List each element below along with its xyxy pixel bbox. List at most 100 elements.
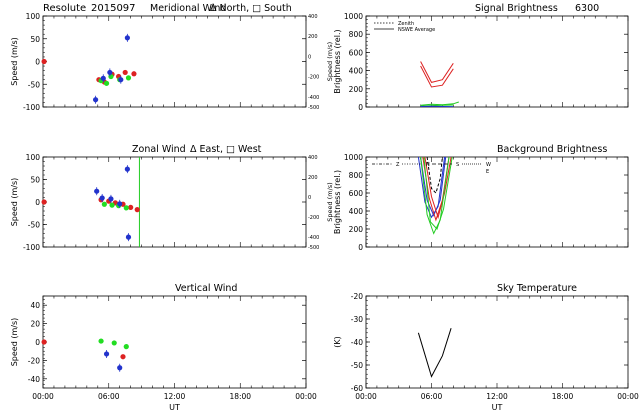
data-point <box>131 71 137 77</box>
data-point <box>123 344 129 350</box>
plot-title: Zonal Wind <box>132 144 186 155</box>
y-tick-label: -40 <box>351 338 363 347</box>
x-axis-label: UT <box>492 403 503 412</box>
series-line <box>420 65 454 88</box>
data-point <box>41 58 47 65</box>
y-tick-label: 50 <box>30 35 40 44</box>
plot-frame <box>42 156 307 248</box>
y-axis-label: Speed (m/s) <box>10 318 19 367</box>
y-tick-label: 800 <box>349 171 364 180</box>
y-tick-label: -100 <box>23 103 40 112</box>
plot-title: Meridional Wind <box>150 3 226 14</box>
y-right-tick-label: 400 <box>308 155 318 161</box>
legend-entry: Zenith <box>398 21 414 27</box>
x-tick-label: 00:00 <box>617 392 639 401</box>
y-right-tick-label: -400 <box>308 95 319 101</box>
legend-entry: N <box>426 162 430 168</box>
y-tick-label: 800 <box>349 30 364 39</box>
x-tick-label: 00:00 <box>355 392 377 401</box>
date-label: 2015097 <box>91 3 136 14</box>
x-tick-label: 18:00 <box>552 392 574 401</box>
y-tick-label: 400 <box>349 67 364 76</box>
x-tick-label: 06:00 <box>98 392 120 401</box>
panel-skytemp: Sky Temperature -60 -50 -40 -30 -20 00:00 06:00… <box>333 283 639 412</box>
panel-background: Background Brightness 0 200 400 600 800 1000Br… <box>333 144 629 252</box>
series-line <box>423 157 453 230</box>
data-point <box>98 338 104 344</box>
legend-entry: E <box>486 169 489 175</box>
panel-signal: Signal Brightness 6300 0 200 400 600 800 1000Br… <box>333 3 629 112</box>
y-tick-label: 400 <box>349 207 364 216</box>
series-line <box>417 328 452 378</box>
panel-zonal: Zonal Wind Δ East, □ West-100-50050100-50… <box>10 144 334 252</box>
data-point <box>134 207 140 213</box>
y-tick-label: 200 <box>349 85 364 94</box>
y-tick-label: 0 <box>35 338 40 347</box>
plot-title: Signal Brightness <box>475 3 558 14</box>
data-point <box>111 340 117 346</box>
series-line <box>420 157 450 235</box>
y-tick-label: 50 <box>30 176 40 185</box>
y-axis-label: (K) <box>333 336 342 348</box>
y-right-tick-label: 200 <box>308 34 318 40</box>
site-label: Resolute <box>43 3 86 14</box>
data-point <box>124 35 130 41</box>
y-tick-label: 0 <box>358 103 363 112</box>
plot-title: Vertical Wind <box>175 283 237 294</box>
data-point <box>117 365 123 371</box>
y-tick-label: 0 <box>35 198 40 207</box>
data-point <box>94 188 100 194</box>
y-right-axis-label: Speed (m/s) <box>326 42 334 81</box>
y-tick-label: -40 <box>28 375 40 384</box>
data-point <box>103 351 110 357</box>
series-line <box>420 61 454 83</box>
plot-title: Sky Temperature <box>497 283 577 294</box>
series-line <box>426 157 443 194</box>
data-point <box>122 69 128 76</box>
data-point <box>100 75 106 81</box>
data-point <box>109 202 115 208</box>
y-tick-label: 40 <box>30 301 40 310</box>
data-point <box>41 199 47 205</box>
y-tick-label: -20 <box>351 292 363 301</box>
y-axis-label: Brightness (rel.) <box>333 29 342 93</box>
series-line <box>417 157 446 219</box>
y-tick-label: -20 <box>28 356 40 365</box>
x-tick-label: 00:00 <box>295 392 317 401</box>
y-tick-label: 1000 <box>344 12 363 21</box>
series-line <box>424 157 452 220</box>
y-tick-label: 600 <box>349 48 364 57</box>
x-tick-label: 00:00 <box>32 392 54 401</box>
y-tick-label: -50 <box>351 361 363 370</box>
y-tick-label: -50 <box>28 80 40 89</box>
y-tick-label: 0 <box>358 243 363 252</box>
data-point <box>41 339 47 345</box>
y-right-tick-label: 400 <box>308 14 318 20</box>
plot-frame <box>365 295 629 389</box>
y-tick-label: 1000 <box>344 153 363 162</box>
y-tick-label: -60 <box>351 384 363 393</box>
y-right-tick-label: 200 <box>308 175 318 181</box>
legend-text: Δ East, □ West <box>190 144 262 155</box>
y-tick-label: 0 <box>35 58 40 67</box>
data-point <box>123 205 129 211</box>
y-tick-label: 100 <box>26 12 41 21</box>
data-point <box>99 195 105 201</box>
y-axis-label: Brightness (rel.) <box>333 170 342 234</box>
y-tick-label: 600 <box>349 189 364 198</box>
series-line <box>420 157 447 217</box>
y-tick-label: 20 <box>30 320 40 329</box>
legend-entry: NSWE Average <box>398 27 435 33</box>
y-right-tick-label: -500 <box>308 105 319 111</box>
data-point <box>108 196 114 202</box>
legend-entry: W <box>486 162 491 168</box>
y-tick-label: -50 <box>28 221 40 230</box>
x-tick-label: 12:00 <box>164 392 186 401</box>
x-tick-label: 18:00 <box>229 392 251 401</box>
y-right-tick-label: 0 <box>308 195 311 201</box>
legend-entry: Z <box>396 162 400 168</box>
y-right-tick-label: -200 <box>308 215 319 221</box>
